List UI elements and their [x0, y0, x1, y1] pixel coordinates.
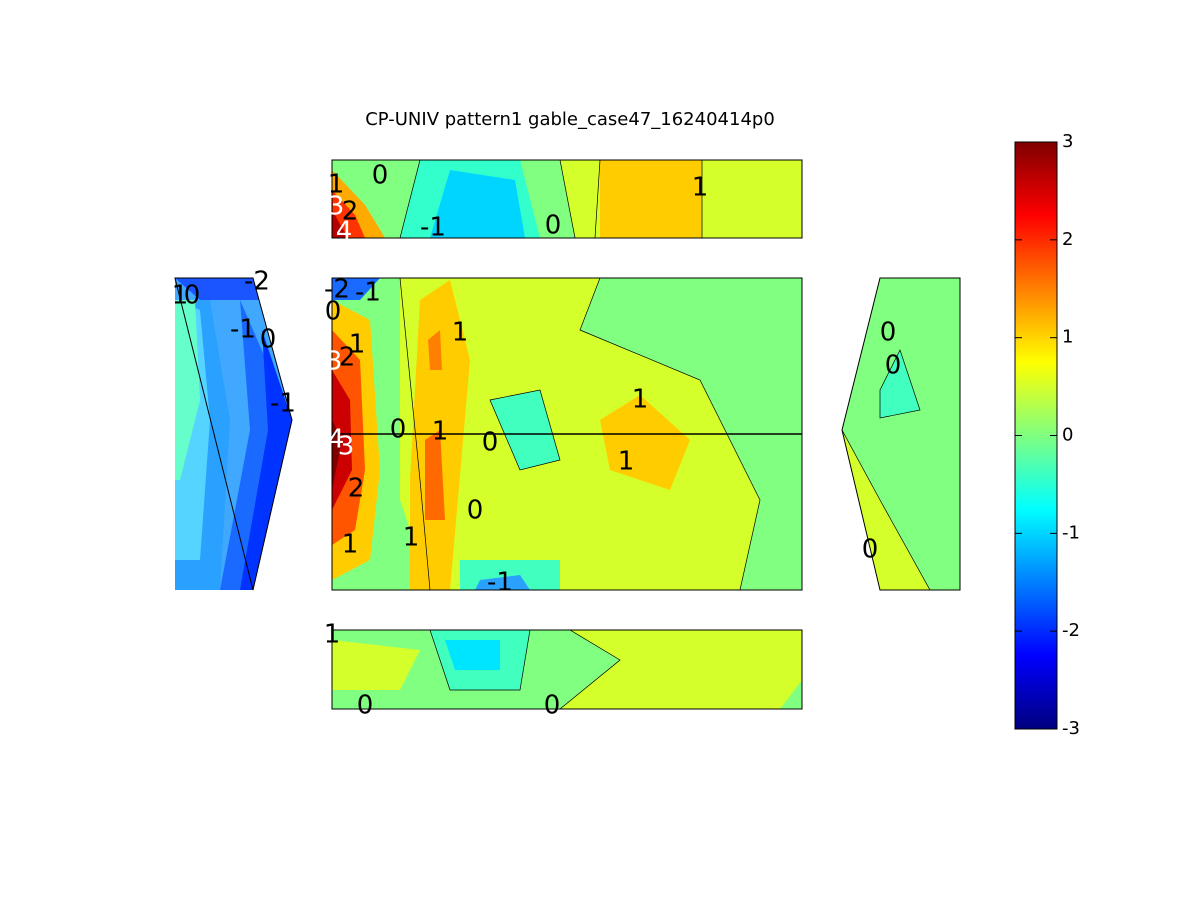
contour-label: 1	[349, 330, 366, 360]
contour-label: 0	[467, 496, 484, 526]
contour-label: 0	[390, 415, 407, 445]
contour-label: 1	[632, 385, 649, 415]
contour-label: 0	[260, 325, 277, 355]
contour-label: 0	[545, 211, 562, 241]
contour-label: 1	[618, 447, 635, 477]
colorbar-tick-label: -2	[1062, 620, 1080, 641]
colorbar-tick-label: 1	[1062, 327, 1073, 348]
contour-label: -1	[355, 278, 381, 308]
colorbar-axis: -3 -2 -1 0 1 2 3	[1015, 131, 1080, 739]
contour-label: 1	[452, 318, 469, 348]
contour-label: 4	[336, 217, 353, 247]
contour-label: 1	[342, 530, 359, 560]
colorbar-tick-label: -1	[1062, 522, 1080, 543]
contour-label: 1	[432, 417, 449, 447]
contour-label: 3	[338, 432, 355, 462]
contour-label: 1	[172, 281, 189, 311]
contour-label: 2	[339, 343, 356, 373]
contour-label: 0	[482, 428, 499, 458]
right-panel	[842, 278, 960, 590]
colorbar-tick-label: 2	[1062, 229, 1073, 250]
chart-title: CP-UNIV pattern1 gable_case47_16240414p0	[365, 109, 775, 130]
contour-label: 1	[324, 620, 341, 650]
contour-label: 2	[348, 474, 365, 504]
contour-label: -1	[420, 213, 446, 243]
bottom-panel	[332, 630, 802, 709]
contour-label: 3	[326, 347, 343, 377]
contour-label: 1	[328, 170, 345, 200]
contour-label: -1	[270, 389, 296, 419]
contour-label: -2	[324, 275, 350, 305]
contour-label: -1	[230, 315, 256, 345]
contour-label: 1	[403, 523, 420, 553]
contour-label: -1	[487, 568, 513, 598]
contour-label: 0	[544, 691, 561, 721]
colorbar-tick-label: 3	[1062, 131, 1073, 152]
contour-label: 0	[880, 318, 897, 348]
contour-label: 4	[328, 425, 345, 455]
colorbar-tick-label: 0	[1062, 425, 1073, 446]
contour-label: 2	[342, 197, 359, 227]
colorbar-tick-label: -3	[1062, 718, 1080, 739]
contour-label: 0	[357, 691, 374, 721]
contour-label: 0	[862, 535, 879, 565]
middle-panel	[332, 278, 802, 590]
contour-label: 0	[372, 161, 389, 191]
contour-label: 0	[885, 351, 902, 381]
contour-label: 3	[328, 192, 345, 222]
contour-label: 0	[184, 281, 201, 311]
contour-label: -2	[244, 267, 270, 297]
contour-label: 1	[692, 173, 709, 203]
contour-label: 0	[325, 297, 342, 327]
top-panel	[332, 160, 802, 238]
